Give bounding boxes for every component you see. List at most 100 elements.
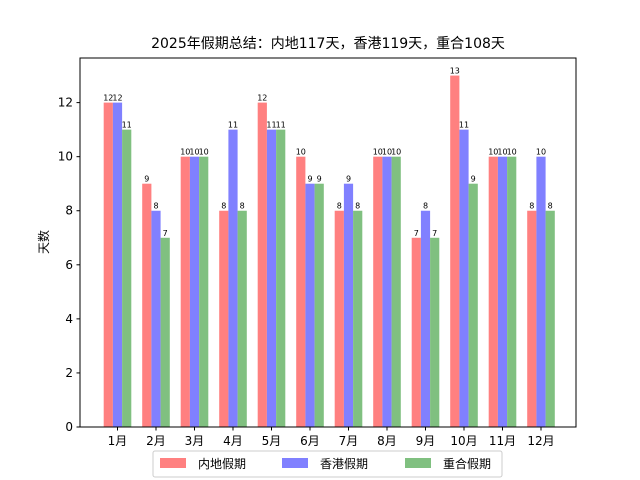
bar xyxy=(305,183,315,427)
bar xyxy=(488,156,498,427)
y-tick-label: 10 xyxy=(58,150,73,164)
bar-value-label: 8 xyxy=(355,202,360,211)
bar-value-label: 10 xyxy=(189,148,199,157)
x-tick-label: 3月 xyxy=(185,434,205,448)
bar xyxy=(151,210,161,427)
bar xyxy=(266,129,277,427)
bar-value-label: 8 xyxy=(221,202,226,211)
bar-value-label: 11 xyxy=(266,121,276,130)
bar xyxy=(276,129,286,427)
bar-value-label: 10 xyxy=(497,148,507,157)
bar-value-label: 10 xyxy=(373,148,383,157)
x-tick-label: 5月 xyxy=(262,434,282,448)
bar-value-label: 10 xyxy=(199,148,209,157)
bar xyxy=(314,183,324,427)
x-tick-label: 6月 xyxy=(300,434,320,448)
legend-box xyxy=(152,450,503,478)
bar-value-label: 10 xyxy=(391,148,401,157)
bar xyxy=(103,102,113,427)
x-tick-label: 12月 xyxy=(527,434,554,448)
x-tick-label: 4月 xyxy=(223,434,243,448)
bar-value-label: 10 xyxy=(488,148,498,157)
bar xyxy=(420,210,431,427)
bar-value-label: 11 xyxy=(122,121,132,130)
bar xyxy=(296,156,306,427)
chart-title: 2025年假期总结：内地117天，香港119天，重合108天 xyxy=(151,36,505,52)
x-tick-label: 7月 xyxy=(339,434,359,448)
x-tick-label: 1月 xyxy=(108,434,128,448)
x-tick-label: 2月 xyxy=(146,434,166,448)
bar xyxy=(160,237,170,427)
y-tick-label: 0 xyxy=(65,420,73,434)
bar xyxy=(257,102,267,427)
bar-value-label: 7 xyxy=(163,229,168,238)
bar xyxy=(228,129,238,427)
bar-value-label: 11 xyxy=(228,121,238,130)
bar-value-label: 10 xyxy=(507,148,517,157)
bar-value-label: 10 xyxy=(180,148,190,157)
bar-value-label: 9 xyxy=(144,175,149,184)
legend-label: 重合假期 xyxy=(443,456,491,471)
bar xyxy=(411,237,421,427)
bar-value-label: 13 xyxy=(450,67,460,76)
bar-value-label: 12 xyxy=(257,94,267,103)
bar-value-label: 11 xyxy=(459,121,469,130)
legend: 内地假期 香港假期 重合假期 xyxy=(152,450,503,478)
plot-frame xyxy=(79,57,577,428)
bar xyxy=(430,237,440,427)
bar xyxy=(334,210,344,427)
y-tick-label: 12 xyxy=(58,96,73,110)
bar-value-label: 8 xyxy=(240,202,245,211)
bar xyxy=(536,156,546,427)
bar-value-label: 10 xyxy=(296,148,306,157)
y-tick-label: 6 xyxy=(65,258,73,272)
y-tick-label: 2 xyxy=(65,366,73,380)
bar xyxy=(527,210,537,427)
bar xyxy=(459,129,469,427)
bar xyxy=(497,156,508,427)
bar-value-label: 9 xyxy=(307,175,312,184)
bar xyxy=(199,156,209,427)
bar xyxy=(237,210,247,427)
bar-value-label: 8 xyxy=(153,202,158,211)
bar-value-label: 9 xyxy=(346,175,351,184)
bar xyxy=(391,156,401,427)
legend-swatch xyxy=(405,458,431,468)
bar-value-label: 7 xyxy=(432,229,437,238)
y-tick-label: 4 xyxy=(65,312,73,326)
bar xyxy=(545,210,555,427)
bar-value-label: 10 xyxy=(382,148,392,157)
bar xyxy=(450,75,460,428)
legend-swatch xyxy=(160,458,186,468)
y-tick-label: 8 xyxy=(65,204,73,218)
bar xyxy=(507,156,517,427)
bar xyxy=(142,183,152,427)
x-tick-label: 11月 xyxy=(489,434,516,448)
bar-value-label: 8 xyxy=(548,202,553,211)
bar-value-label: 9 xyxy=(471,175,476,184)
x-tick-label: 9月 xyxy=(416,434,436,448)
bar xyxy=(343,183,354,427)
bar-value-label: 12 xyxy=(112,94,122,103)
bar xyxy=(189,156,200,427)
bar-value-label: 12 xyxy=(103,94,113,103)
y-axis-label: 天数 xyxy=(36,230,51,254)
x-tick-label: 8月 xyxy=(377,434,397,448)
bar xyxy=(219,210,229,427)
x-tick-label: 10月 xyxy=(450,434,477,448)
bar-value-label: 9 xyxy=(317,175,322,184)
bar-value-label: 8 xyxy=(529,202,534,211)
bar xyxy=(382,156,392,427)
bar xyxy=(112,102,123,427)
legend-label: 内地假期 xyxy=(198,457,246,471)
bar-value-label: 8 xyxy=(423,202,428,211)
bar xyxy=(180,156,190,427)
legend-label: 香港假期 xyxy=(320,457,368,471)
bar xyxy=(353,210,363,427)
bar-value-label: 10 xyxy=(536,148,546,157)
bar xyxy=(468,183,478,427)
bar xyxy=(373,156,383,427)
bar xyxy=(122,129,132,427)
